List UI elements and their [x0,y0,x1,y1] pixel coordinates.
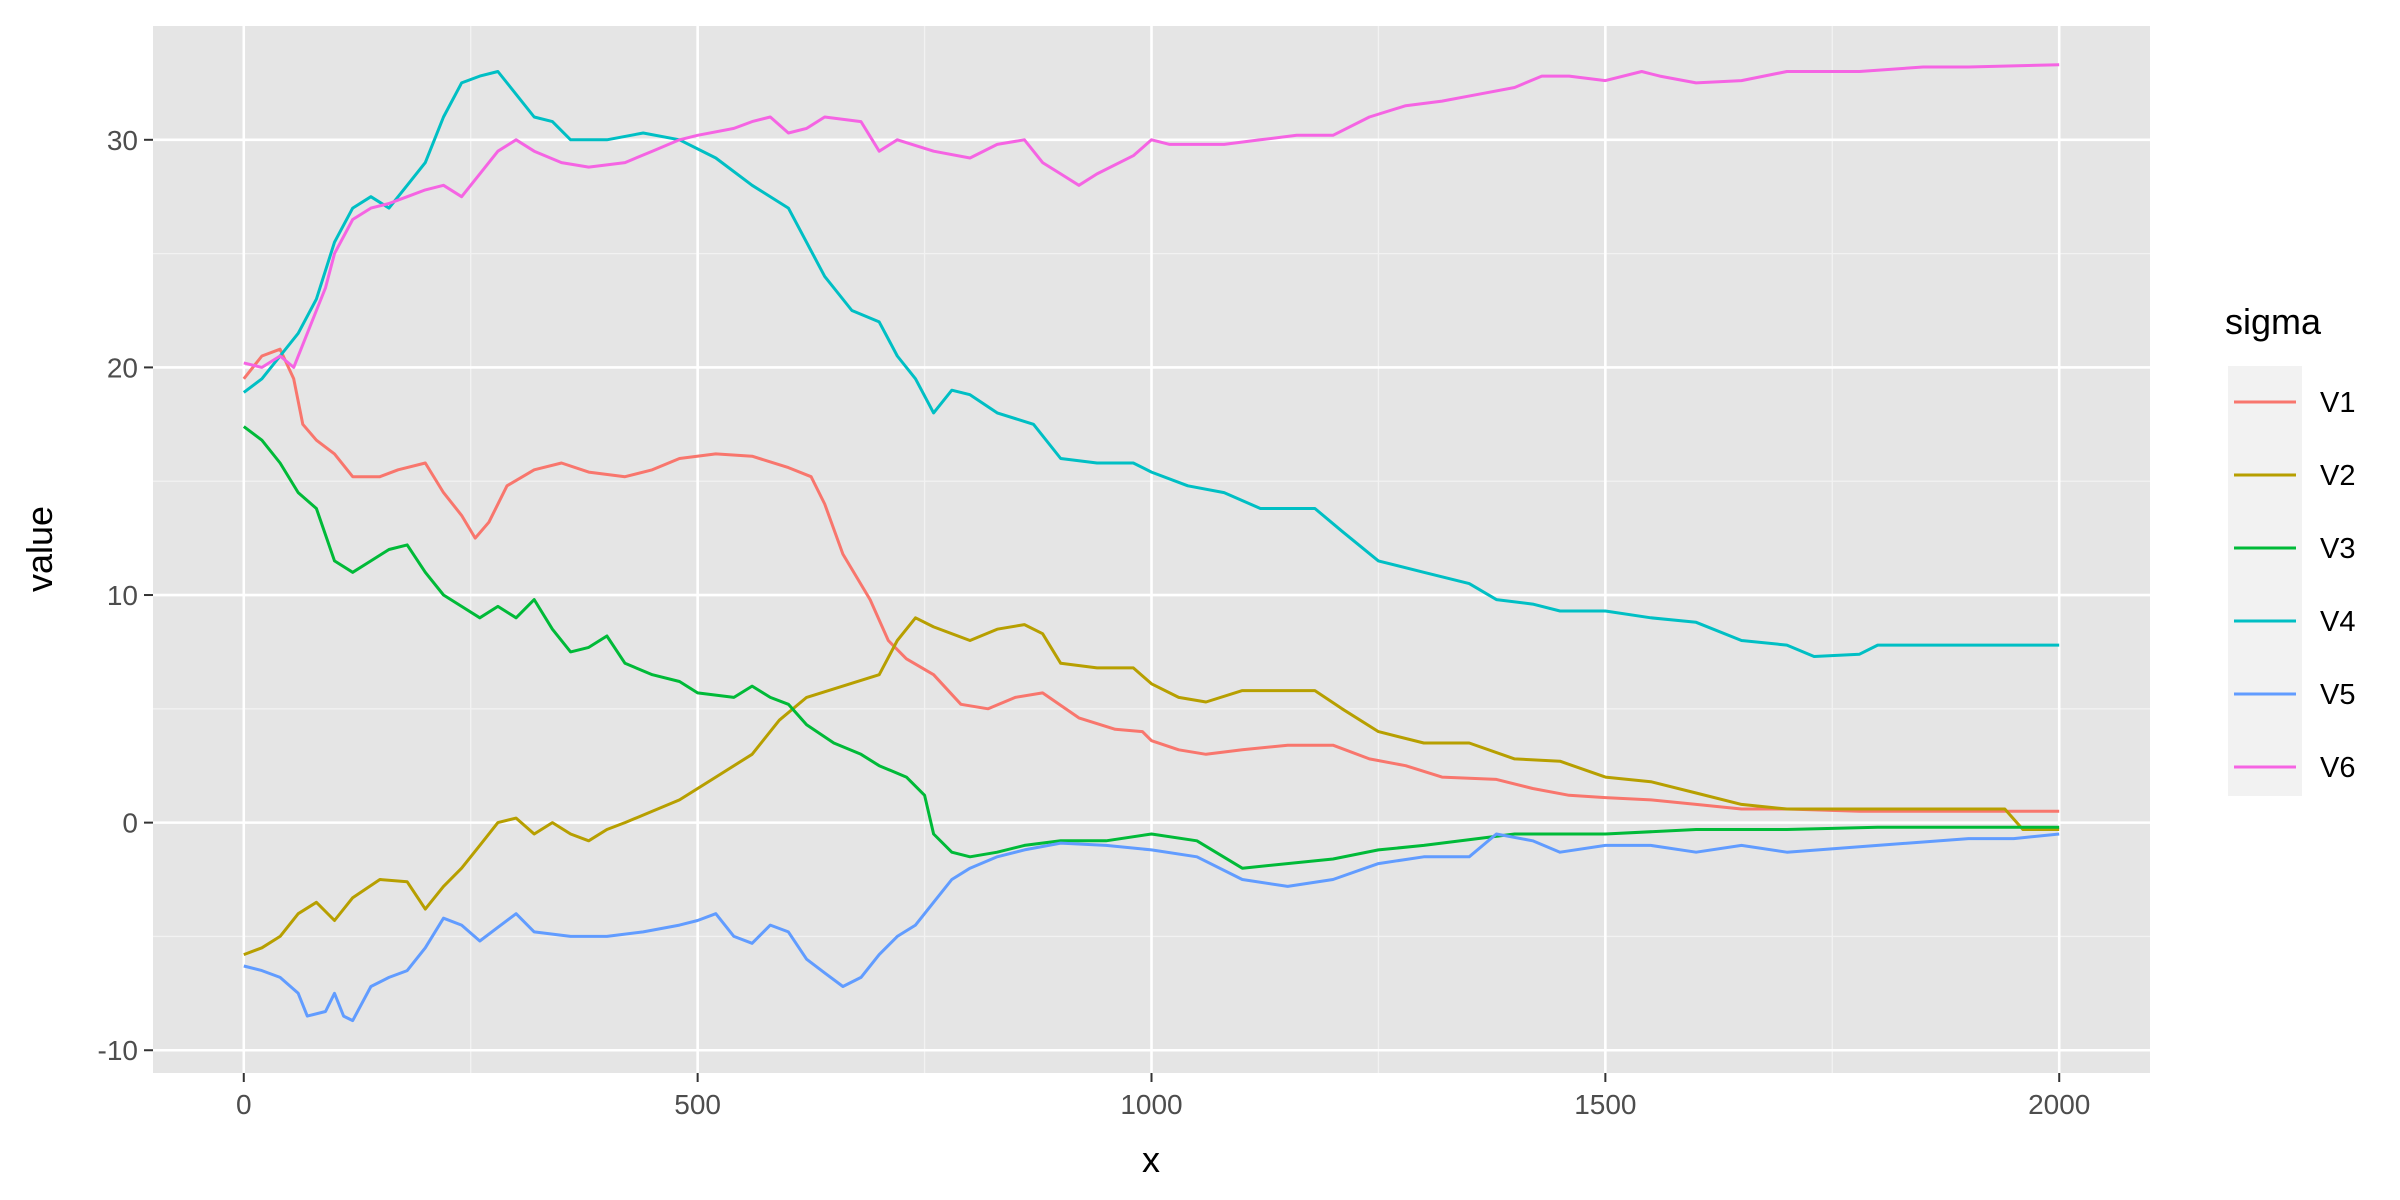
x-tick-label: 1000 [1120,1089,1182,1120]
grid-lines [153,26,2150,1073]
y-tick-label: 20 [107,352,138,383]
series-line-v4 [242,70,2060,658]
legend: sigma V1 V2 V3 V4 V5 V6 [2225,301,2355,796]
legend-label-v3: V3 [2320,533,2355,565]
series-line-v3 [242,425,2060,870]
legend-label-v5: V5 [2320,679,2355,711]
x-axis-title: x [1142,1139,1160,1180]
legend-title: sigma [2225,301,2322,342]
legend-label-v4: V4 [2320,606,2355,638]
y-tick-label: -10 [98,1035,138,1066]
legend-items: V1 V2 V3 V4 V5 V6 [2234,387,2355,784]
y-axis-title: value [19,506,60,592]
x-tick-label: 0 [236,1089,252,1120]
series-lines [242,63,2060,1023]
y-tick-label: 30 [107,125,138,156]
series-line-v1 [242,347,2060,813]
legend-label-v1: V1 [2320,387,2355,419]
axis-ticks: 0 500 1000 1500 2000 -10 0 10 20 30 [98,125,2091,1120]
x-tick-label: 500 [674,1089,721,1120]
y-tick-label: 10 [107,580,138,611]
y-tick-label: 0 [122,808,138,839]
series-line-v2 [243,616,2060,957]
legend-label-v2: V2 [2320,460,2355,492]
series-line-v6 [243,63,2060,369]
x-tick-label: 1500 [1574,1089,1636,1120]
series-line-v5 [243,832,2060,1023]
legend-key-background [2228,366,2302,796]
x-tick-label: 2000 [2028,1089,2090,1120]
legend-label-v6: V6 [2320,752,2355,784]
